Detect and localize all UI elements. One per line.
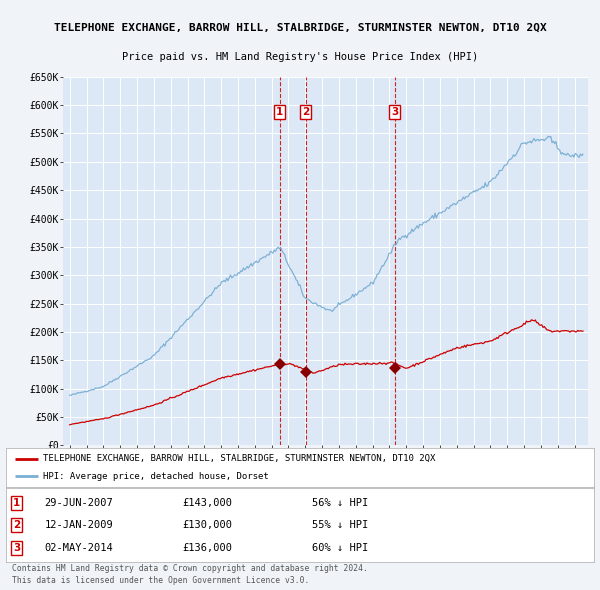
- Text: 1: 1: [13, 498, 20, 507]
- Text: TELEPHONE EXCHANGE, BARROW HILL, STALBRIDGE, STURMINSTER NEWTON, DT10 2QX: TELEPHONE EXCHANGE, BARROW HILL, STALBRI…: [53, 22, 547, 32]
- Text: £130,000: £130,000: [182, 520, 232, 530]
- Text: 2: 2: [302, 107, 310, 117]
- Text: 12-JAN-2009: 12-JAN-2009: [44, 520, 113, 530]
- Text: £143,000: £143,000: [182, 498, 232, 507]
- Text: Price paid vs. HM Land Registry's House Price Index (HPI): Price paid vs. HM Land Registry's House …: [122, 52, 478, 62]
- Text: 1: 1: [276, 107, 284, 117]
- Text: 55% ↓ HPI: 55% ↓ HPI: [312, 520, 368, 530]
- Text: This data is licensed under the Open Government Licence v3.0.: This data is licensed under the Open Gov…: [12, 576, 310, 585]
- Text: 56% ↓ HPI: 56% ↓ HPI: [312, 498, 368, 507]
- Text: 3: 3: [391, 107, 398, 117]
- Text: 02-MAY-2014: 02-MAY-2014: [44, 543, 113, 553]
- Text: TELEPHONE EXCHANGE, BARROW HILL, STALBRIDGE, STURMINSTER NEWTON, DT10 2QX: TELEPHONE EXCHANGE, BARROW HILL, STALBRI…: [43, 454, 436, 463]
- Text: 2: 2: [13, 520, 20, 530]
- Text: £136,000: £136,000: [182, 543, 232, 553]
- Text: Contains HM Land Registry data © Crown copyright and database right 2024.: Contains HM Land Registry data © Crown c…: [12, 564, 368, 573]
- Text: 3: 3: [13, 543, 20, 553]
- Text: HPI: Average price, detached house, Dorset: HPI: Average price, detached house, Dors…: [43, 472, 269, 481]
- Text: 60% ↓ HPI: 60% ↓ HPI: [312, 543, 368, 553]
- Text: 29-JUN-2007: 29-JUN-2007: [44, 498, 113, 507]
